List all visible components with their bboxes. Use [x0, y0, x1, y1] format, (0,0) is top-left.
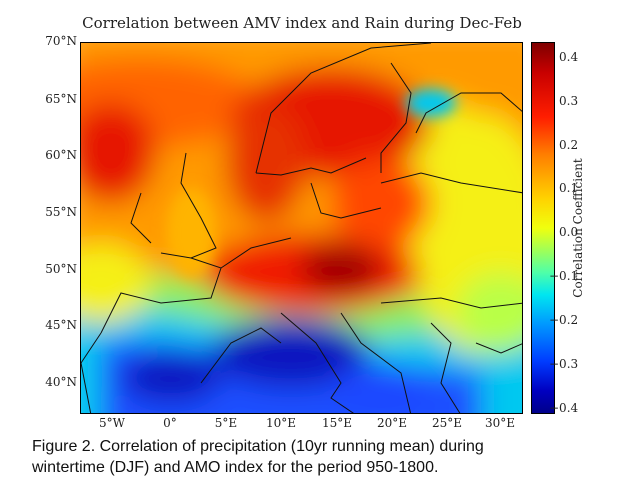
colorbar-tick: 0.1 [559, 181, 579, 195]
lat-label: 60°N [45, 148, 77, 162]
lat-label: 70°N [45, 34, 77, 48]
colorbar-label: Correlation Coefficient [571, 158, 585, 298]
colorbar [531, 42, 555, 414]
coastlines [81, 43, 522, 413]
colorbar-tick: 0.2 [559, 138, 579, 152]
lat-label: 45°N [45, 318, 77, 332]
lon-label: 5°E [214, 416, 238, 430]
map-title: Correlation between AMV index and Rain d… [82, 14, 522, 32]
colorbar-tick: −0.3 [549, 357, 579, 371]
colorbar-tick: −0.2 [549, 313, 579, 327]
correlation-map [80, 42, 523, 414]
caption-line: Figure 2. Correlation of precipitation (… [32, 438, 484, 455]
lon-label: 30°E [484, 416, 516, 430]
colorbar-tick: 0.3 [559, 94, 579, 108]
lon-label: 15°E [321, 416, 353, 430]
correlation-field [81, 43, 522, 413]
lon-label: 10°E [265, 416, 297, 430]
lat-label: 40°N [45, 375, 77, 389]
lat-label: 55°N [45, 205, 77, 219]
colorbar-tick: −0.4 [549, 401, 579, 415]
lon-label: 5°W [99, 416, 125, 430]
lon-label: 25°E [431, 416, 463, 430]
colorbar-tick: −0.1 [549, 269, 579, 283]
colorbar-tick: 0.0 [559, 225, 579, 239]
colorbar-tick: 0.4 [559, 50, 579, 64]
caption-line: wintertime (DJF) and AMO index for the p… [32, 459, 439, 476]
lat-label: 65°N [45, 92, 77, 106]
figure-caption: Figure 2. Correlation of precipitation (… [32, 436, 612, 478]
lat-label: 50°N [45, 262, 77, 276]
lon-label: 0° [163, 416, 177, 430]
lon-label: 20°E [376, 416, 408, 430]
